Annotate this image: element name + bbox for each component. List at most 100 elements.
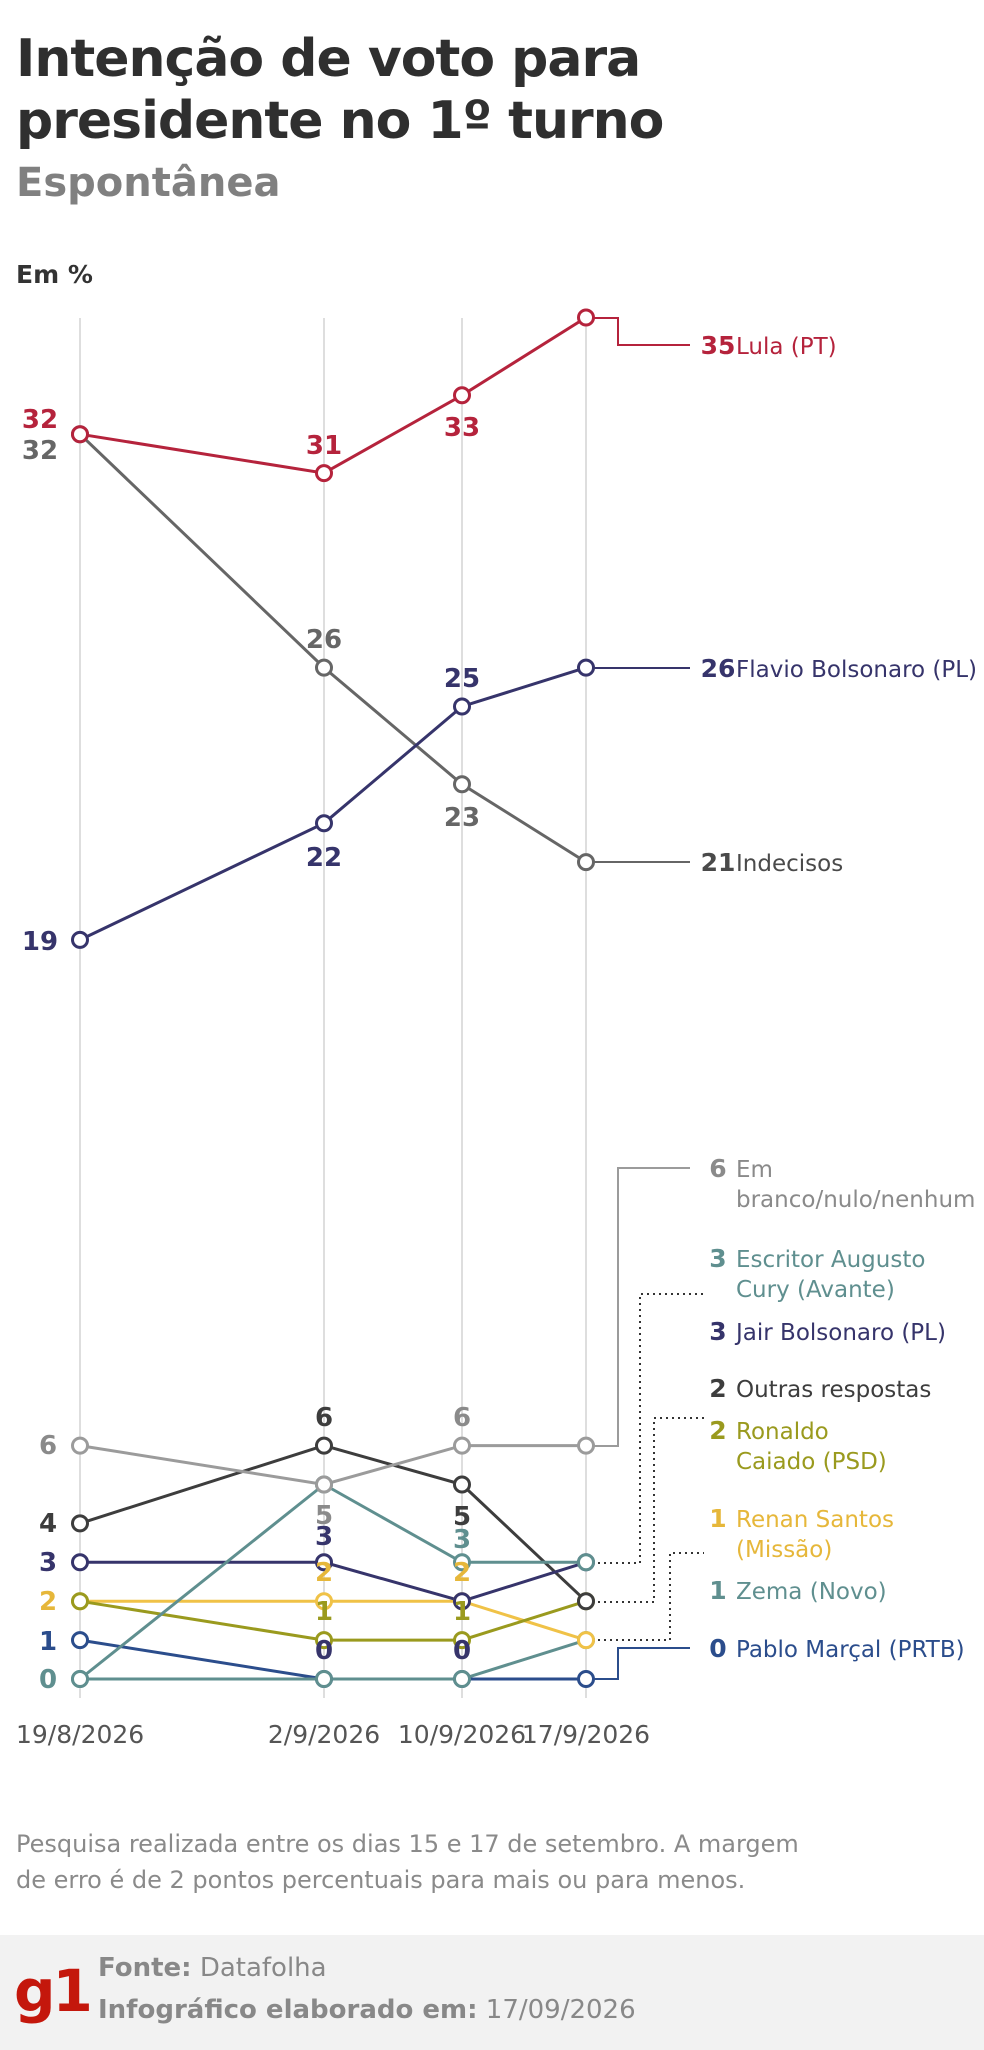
- x-tick-label: 17/9/2026: [522, 1720, 650, 1749]
- data-point: [315, 1592, 333, 1611]
- data-point: [71, 1631, 89, 1650]
- data-point: [577, 853, 595, 872]
- x-tick-label: 2/9/2026: [268, 1720, 380, 1749]
- legend-value: 26: [701, 654, 736, 683]
- point-value-label: 22: [306, 843, 342, 873]
- legend-value: 0: [709, 1634, 726, 1663]
- point-value-label: 32: [22, 436, 58, 466]
- g1-logo: g1: [14, 1957, 93, 2025]
- footer: g1 Fonte: Datafolha Infográfico elaborad…: [0, 1935, 984, 2050]
- series-line: [79, 1444, 586, 1487]
- legend-label: Lula (PT): [736, 334, 837, 360]
- legend-label-line2: (Missão): [736, 1537, 832, 1563]
- legend-label: Indecisos: [736, 851, 843, 877]
- data-point: [71, 1514, 89, 1533]
- legend-label: Escritor Augusto: [736, 1247, 925, 1273]
- data-point: [577, 1670, 595, 1688]
- point-value-label: 2: [315, 1558, 333, 1588]
- connector-line: [586, 317, 690, 346]
- data-point: [71, 425, 89, 444]
- data-point: [453, 697, 471, 716]
- point-value-label: 32: [22, 405, 58, 435]
- legend-label: Pablo Marçal (PRTB): [736, 1637, 965, 1663]
- data-point: [577, 1436, 595, 1455]
- series-line: [79, 316, 587, 475]
- data-point: [71, 1592, 89, 1611]
- legend-value: 2: [709, 1374, 726, 1403]
- legend-label-line2: branco/nulo/nenhum: [736, 1187, 975, 1213]
- data-point: [71, 1436, 89, 1455]
- data-point: [71, 930, 89, 949]
- point-value-label: 5: [453, 1502, 471, 1532]
- unit-label: Em %: [16, 260, 93, 289]
- point-value-label: 3: [453, 1525, 471, 1555]
- data-point: [453, 1436, 471, 1455]
- legend-value: 6: [709, 1154, 726, 1183]
- legend-value: 1: [709, 1576, 726, 1605]
- connector-line: [586, 1647, 690, 1680]
- legend-value: 21: [701, 848, 736, 877]
- point-value-label: 23: [444, 803, 480, 833]
- data-point: [315, 1436, 333, 1455]
- data-point: [315, 1553, 333, 1572]
- point-value-label: 4: [39, 1509, 57, 1539]
- series-line: [79, 1482, 586, 1681]
- x-tick-label: 19/8/2026: [16, 1720, 144, 1749]
- point-value-label: 1: [315, 1597, 333, 1627]
- point-value-label: 19: [22, 927, 58, 957]
- connector-line: [586, 1293, 704, 1564]
- data-point: [453, 1475, 471, 1494]
- data-point: [577, 1631, 595, 1650]
- source-label: Fonte:: [98, 1953, 192, 1983]
- point-value-label: 0: [315, 1636, 333, 1666]
- legend-value: 1: [709, 1504, 726, 1533]
- connector-line: [586, 1552, 704, 1641]
- legend-value: 3: [709, 1244, 726, 1273]
- data-point: [577, 308, 595, 327]
- data-point: [315, 1670, 333, 1688]
- legend-label: Em: [736, 1157, 773, 1183]
- made-value: 17/09/2026: [485, 1995, 636, 2025]
- data-point: [453, 775, 471, 794]
- chart-title: Intenção de voto para presidente no 1º t…: [16, 29, 664, 151]
- source-line: Fonte: Datafolha: [98, 1953, 327, 1983]
- point-value-label: 1: [453, 1597, 471, 1627]
- connector-line: [586, 1417, 704, 1603]
- point-value-label: 6: [39, 1431, 57, 1461]
- point-value-label: 0: [39, 1665, 57, 1695]
- point-value-label: 3: [315, 1522, 333, 1552]
- chart-subtitle: Espontânea: [16, 160, 281, 206]
- line-chart: 19/8/2026 2/9/2026 10/9/202617/9/202632313…: [16, 308, 977, 1749]
- data-point: [315, 814, 333, 833]
- point-value-label: 0: [453, 1636, 471, 1666]
- point-value-label: 33: [444, 413, 480, 443]
- data-point: [71, 1553, 89, 1572]
- point-value-label: 31: [306, 431, 342, 461]
- data-point: [577, 1553, 595, 1572]
- series-line: [80, 1638, 587, 1681]
- data-point: [453, 1631, 471, 1650]
- made-label: Infográfico elaborado em:: [98, 1995, 478, 2025]
- data-point: [453, 1670, 471, 1688]
- point-value-label: 1: [39, 1627, 57, 1657]
- legend-value: 2: [709, 1416, 726, 1445]
- point-value-label: 25: [444, 664, 480, 694]
- point-value-label: 6: [453, 1403, 471, 1433]
- legend-label-line2: Caiado (PSD): [736, 1449, 887, 1475]
- data-point: [71, 1670, 89, 1688]
- data-point: [315, 1475, 333, 1494]
- series-line: [79, 1599, 587, 1642]
- series-line: [80, 1560, 587, 1603]
- data-point: [315, 1631, 333, 1650]
- legend-label: Outras respostas: [736, 1377, 931, 1403]
- made-line: Infográfico elaborado em: 17/09/2026: [98, 1995, 636, 2025]
- point-value-label: 2: [39, 1587, 57, 1617]
- legend-value: 35: [701, 331, 736, 360]
- data-point: [453, 1553, 471, 1572]
- data-point: [315, 658, 333, 677]
- series-line: [79, 666, 587, 942]
- source-value: Datafolha: [199, 1953, 327, 1983]
- data-point: [577, 1592, 595, 1611]
- data-point: [577, 658, 595, 677]
- point-value-label: 6: [315, 1403, 333, 1433]
